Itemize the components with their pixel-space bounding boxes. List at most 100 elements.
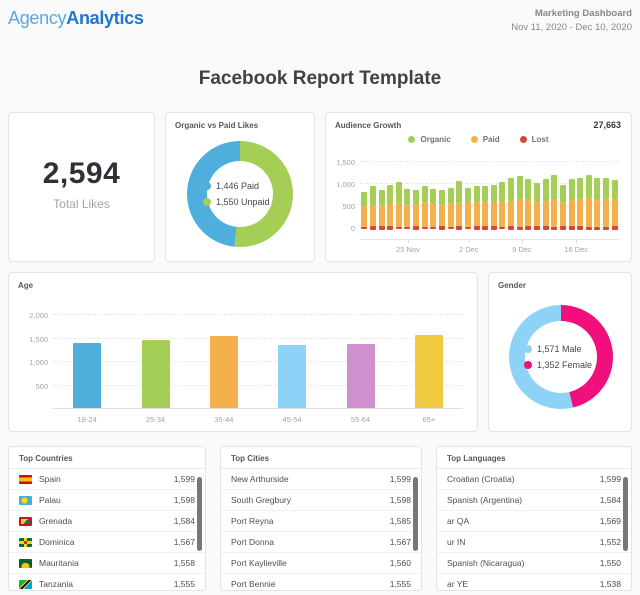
top-cities-card: Top Cities New Arthurside 1,599 South Greg…	[220, 446, 422, 591]
lost-segment	[404, 226, 411, 229]
organic-segment	[473, 185, 480, 202]
stacked-bar	[568, 161, 575, 233]
row-name: South Gregbury	[231, 495, 292, 505]
paid-segment	[568, 200, 575, 227]
audience-growth-card: Audience Growth 27,663 Organic Paid Lost…	[325, 112, 632, 262]
table-row: ur IN 1,552	[437, 532, 631, 553]
paid-segment	[482, 202, 489, 227]
legend-item: 1,446 Paid	[203, 181, 277, 191]
lost-segment	[430, 226, 437, 230]
organic-segment	[456, 181, 463, 203]
organic-segment	[508, 178, 515, 201]
x-axis-label: 65+	[422, 415, 436, 424]
gridline: 1,500	[29, 335, 463, 344]
top-cities-list: New Arthurside 1,599 South Gregbury 1,598 Po…	[221, 469, 421, 590]
row-name: Port Kaylieville	[231, 558, 287, 568]
page-title: Facebook Report Template	[198, 68, 442, 89]
dashboard-title: Marketing Dashboard	[534, 8, 632, 19]
paid-segment	[378, 204, 385, 227]
y-axis-label: 2,000	[29, 310, 48, 320]
total-likes-value: 2,594	[42, 157, 121, 190]
x-axis-label: 18-24	[77, 415, 97, 424]
paid-segment	[430, 203, 437, 227]
stacked-bar	[430, 161, 437, 233]
age-bar	[278, 344, 307, 408]
paid-segment	[447, 203, 454, 227]
organic-legend-dot	[408, 136, 416, 143]
organic-segment	[378, 190, 385, 205]
scrollbar-thumb[interactable]	[413, 477, 418, 551]
organic-segment	[387, 185, 394, 204]
table-row: New Arthurside 1,599	[221, 469, 421, 490]
row-value: 1,599	[173, 474, 195, 484]
row-name: Spanish (Nicaragua)	[447, 558, 525, 568]
flag-tanzania-icon	[19, 579, 32, 589]
row-name: Croatian (Croatia)	[447, 474, 515, 484]
lost-segment	[378, 226, 385, 230]
organic-segment	[361, 192, 368, 206]
legend-label: Paid	[482, 135, 500, 144]
scrollbar-thumb[interactable]	[623, 477, 628, 551]
paid-segment	[369, 206, 376, 227]
table-row: Grenada 1,584	[9, 511, 205, 532]
legend-label: 1,550 Unpaid	[216, 197, 270, 207]
paid-segment	[361, 205, 368, 227]
organic-segment	[413, 190, 420, 205]
stacked-bar	[439, 161, 446, 233]
row-name: Tanzania	[39, 579, 74, 589]
axis-tick	[468, 240, 470, 243]
organic-segment	[568, 179, 575, 201]
y-axis-label: 1,000	[29, 358, 48, 368]
row-value: 1,598	[389, 495, 411, 505]
stacked-bar	[594, 161, 601, 233]
stacked-bar	[516, 161, 523, 233]
top-languages-list: Croatian (Croatia) 1,599 Spanish (Argentin…	[437, 469, 631, 590]
organic-segment	[490, 185, 497, 203]
organic-segment	[369, 186, 376, 206]
row-name: Port Reyna	[231, 516, 274, 526]
organic-segment	[603, 177, 610, 199]
legend-item: 1,571 Male	[524, 344, 598, 354]
male-legend-dot	[524, 345, 532, 353]
flag-spain-icon	[19, 474, 32, 484]
paid-segment	[577, 198, 584, 227]
stacked-bar	[490, 161, 497, 233]
paid-segment	[499, 201, 506, 227]
row-value: 1,550	[599, 558, 621, 568]
scrollbar-thumb[interactable]	[197, 477, 202, 551]
row-value: 1,598	[173, 495, 195, 505]
y-axis-label: 500	[342, 201, 355, 211]
table-row: Spanish (Nicaragua) 1,550	[437, 553, 631, 574]
stacked-bar	[404, 161, 411, 233]
row-name: ur IN	[447, 537, 466, 547]
organic-segment	[430, 189, 437, 204]
table-row: ar YE 1,538	[437, 574, 631, 590]
paid-segment	[508, 200, 515, 227]
row-name: Dominica	[39, 537, 75, 547]
flag-grenada-icon	[19, 516, 32, 526]
stacked-bar	[447, 161, 454, 233]
organic-segment	[421, 185, 428, 202]
paid-segment	[439, 204, 446, 227]
row-name: Mauritania	[39, 558, 79, 568]
lost-segment	[447, 226, 454, 230]
header-meta: Marketing Dashboard Nov 11, 2020 - Dec 1…	[511, 7, 632, 35]
lost-segment	[594, 226, 601, 231]
table-row: Port Donna 1,567	[221, 532, 421, 553]
stacked-bar	[525, 161, 532, 233]
audience-growth-legend: Organic Paid Lost	[326, 135, 631, 144]
row-value: 1,585	[389, 516, 411, 526]
logo-text-agency: Agency	[8, 8, 67, 28]
lost-segment	[361, 226, 368, 230]
lost-segment	[482, 226, 489, 230]
agency-analytics-logo[interactable]: AgencyAnalytics	[8, 8, 144, 29]
organic-vs-paid-card: Organic vs Paid Likes 1,446 Paid 1,550 U…	[165, 112, 315, 262]
age-card: Age 2,000 1,500 1,000 500 18-24 25-34 35-44 45…	[8, 272, 478, 432]
legend-item: Paid	[470, 135, 500, 144]
legend-label: 1,446 Paid	[216, 181, 260, 191]
paid-segment	[594, 199, 601, 227]
paid-segment	[611, 198, 618, 227]
paid-segment	[533, 201, 540, 227]
unpaid-legend-dot	[203, 198, 211, 206]
